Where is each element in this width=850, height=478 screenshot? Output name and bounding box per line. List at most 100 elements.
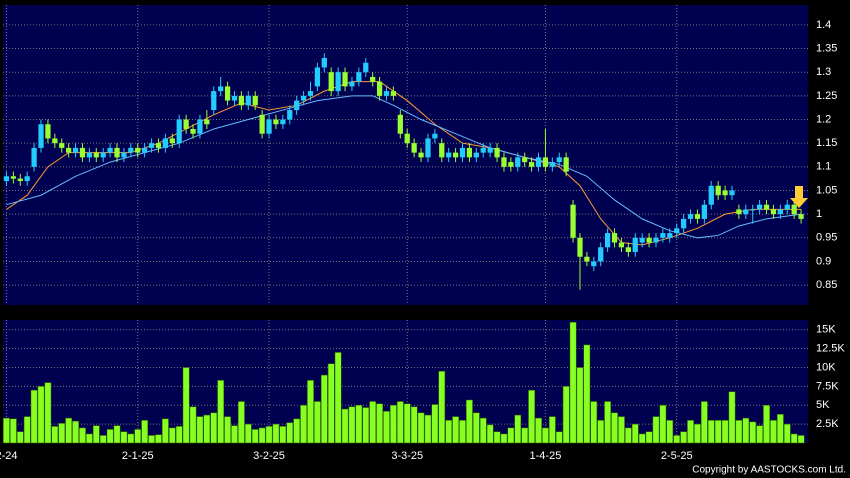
candle-body <box>321 57 327 68</box>
candle-body <box>708 185 714 205</box>
volume-bar <box>224 416 231 444</box>
volume-bar <box>231 425 238 444</box>
candle-body <box>508 162 514 167</box>
x-tick-label: 2-1-25 <box>122 450 154 462</box>
volume-bar <box>707 420 715 444</box>
x-tick-label: 2-24 <box>0 450 17 462</box>
volume-bar <box>307 380 314 444</box>
candle-body <box>72 147 79 153</box>
volume-bar <box>189 406 197 444</box>
volume-bar <box>521 427 529 444</box>
volume-bar <box>431 404 439 444</box>
candle-body <box>770 209 777 215</box>
volume-bar <box>10 418 17 444</box>
candle-body <box>549 162 555 167</box>
volume-bar <box>459 420 466 444</box>
candle-body <box>777 209 783 215</box>
candle-body <box>273 119 279 125</box>
volume-bar <box>700 401 708 444</box>
volume-bar <box>714 420 722 444</box>
y-tick-label: 1.15 <box>816 137 837 149</box>
candle-body <box>376 81 383 96</box>
moving-average-line <box>6 95 802 239</box>
candle-body <box>750 209 756 211</box>
volume-bar <box>120 431 128 444</box>
y-tick-label: 1.35 <box>816 42 837 54</box>
candle-body <box>432 133 438 139</box>
candle-body <box>155 143 162 148</box>
volume-bar <box>106 429 114 444</box>
candle-body <box>632 237 638 253</box>
candle-body <box>59 143 65 148</box>
candle-body <box>204 119 210 125</box>
volume-bar <box>500 433 508 444</box>
candle-body <box>280 119 286 125</box>
candle-body <box>757 204 763 210</box>
volume-bar <box>576 367 584 444</box>
volume-bar <box>279 426 287 444</box>
volume-bar <box>583 344 591 444</box>
candle-body <box>45 124 51 139</box>
volume-bar <box>272 423 280 444</box>
volume-bar <box>355 405 363 444</box>
volume-bar <box>652 416 660 444</box>
volume-bar <box>217 380 225 444</box>
candle-body <box>86 152 92 158</box>
candle-body <box>584 256 590 262</box>
volume-bar <box>507 427 515 444</box>
candle-body <box>38 124 44 148</box>
volume-bar <box>528 389 535 444</box>
candle-body <box>190 128 196 134</box>
candle-body <box>411 143 417 153</box>
candle-body <box>743 209 749 215</box>
candle-body <box>287 110 293 120</box>
volume-bar <box>251 429 259 444</box>
candle-body <box>142 147 148 153</box>
candle-body <box>93 152 99 158</box>
candle-body <box>231 95 238 101</box>
volume-bar <box>210 412 218 444</box>
candle-body <box>183 119 189 129</box>
candle-body <box>418 152 424 158</box>
volume-bar <box>777 414 784 444</box>
volume-bar <box>141 420 149 444</box>
candle-body <box>501 157 507 167</box>
candle-body <box>404 133 410 144</box>
candle-body <box>577 237 583 257</box>
volume-bar <box>341 408 349 444</box>
volume-bar <box>797 435 805 444</box>
volume-bar <box>58 423 66 444</box>
volume-bar <box>597 420 605 444</box>
candle-body <box>494 147 500 158</box>
volume-bar <box>590 401 598 444</box>
volume-bar <box>645 431 653 444</box>
candle-body <box>218 86 224 92</box>
volume-bar <box>37 386 45 444</box>
candle-body <box>515 157 521 167</box>
candle-body <box>480 147 486 153</box>
candle-body <box>148 143 155 148</box>
volume-bar <box>127 433 135 444</box>
copyright: Copyright by AASTOCKS.com Ltd. <box>692 465 846 476</box>
volume-bar <box>203 414 211 444</box>
volume-bar <box>51 426 59 444</box>
y-tick-label: 0.95 <box>816 232 837 244</box>
candle-body <box>701 204 707 219</box>
candle-body <box>598 247 604 262</box>
candle-body <box>446 152 452 158</box>
volume-bar <box>638 433 646 444</box>
volume-tick-label: 15K <box>816 324 836 336</box>
volume-bar <box>65 417 73 444</box>
volume-bar <box>113 425 121 444</box>
volume-bar <box>410 406 418 444</box>
candle-body <box>224 86 231 101</box>
candle-body <box>363 62 369 73</box>
volume-bar <box>756 425 763 444</box>
candle-body <box>535 157 542 167</box>
volume-bar <box>438 371 446 444</box>
volume-bar <box>86 433 93 444</box>
candle-body <box>266 119 272 134</box>
volume-bar <box>466 399 473 444</box>
candle-body <box>715 185 721 196</box>
volume-bar <box>155 434 162 444</box>
